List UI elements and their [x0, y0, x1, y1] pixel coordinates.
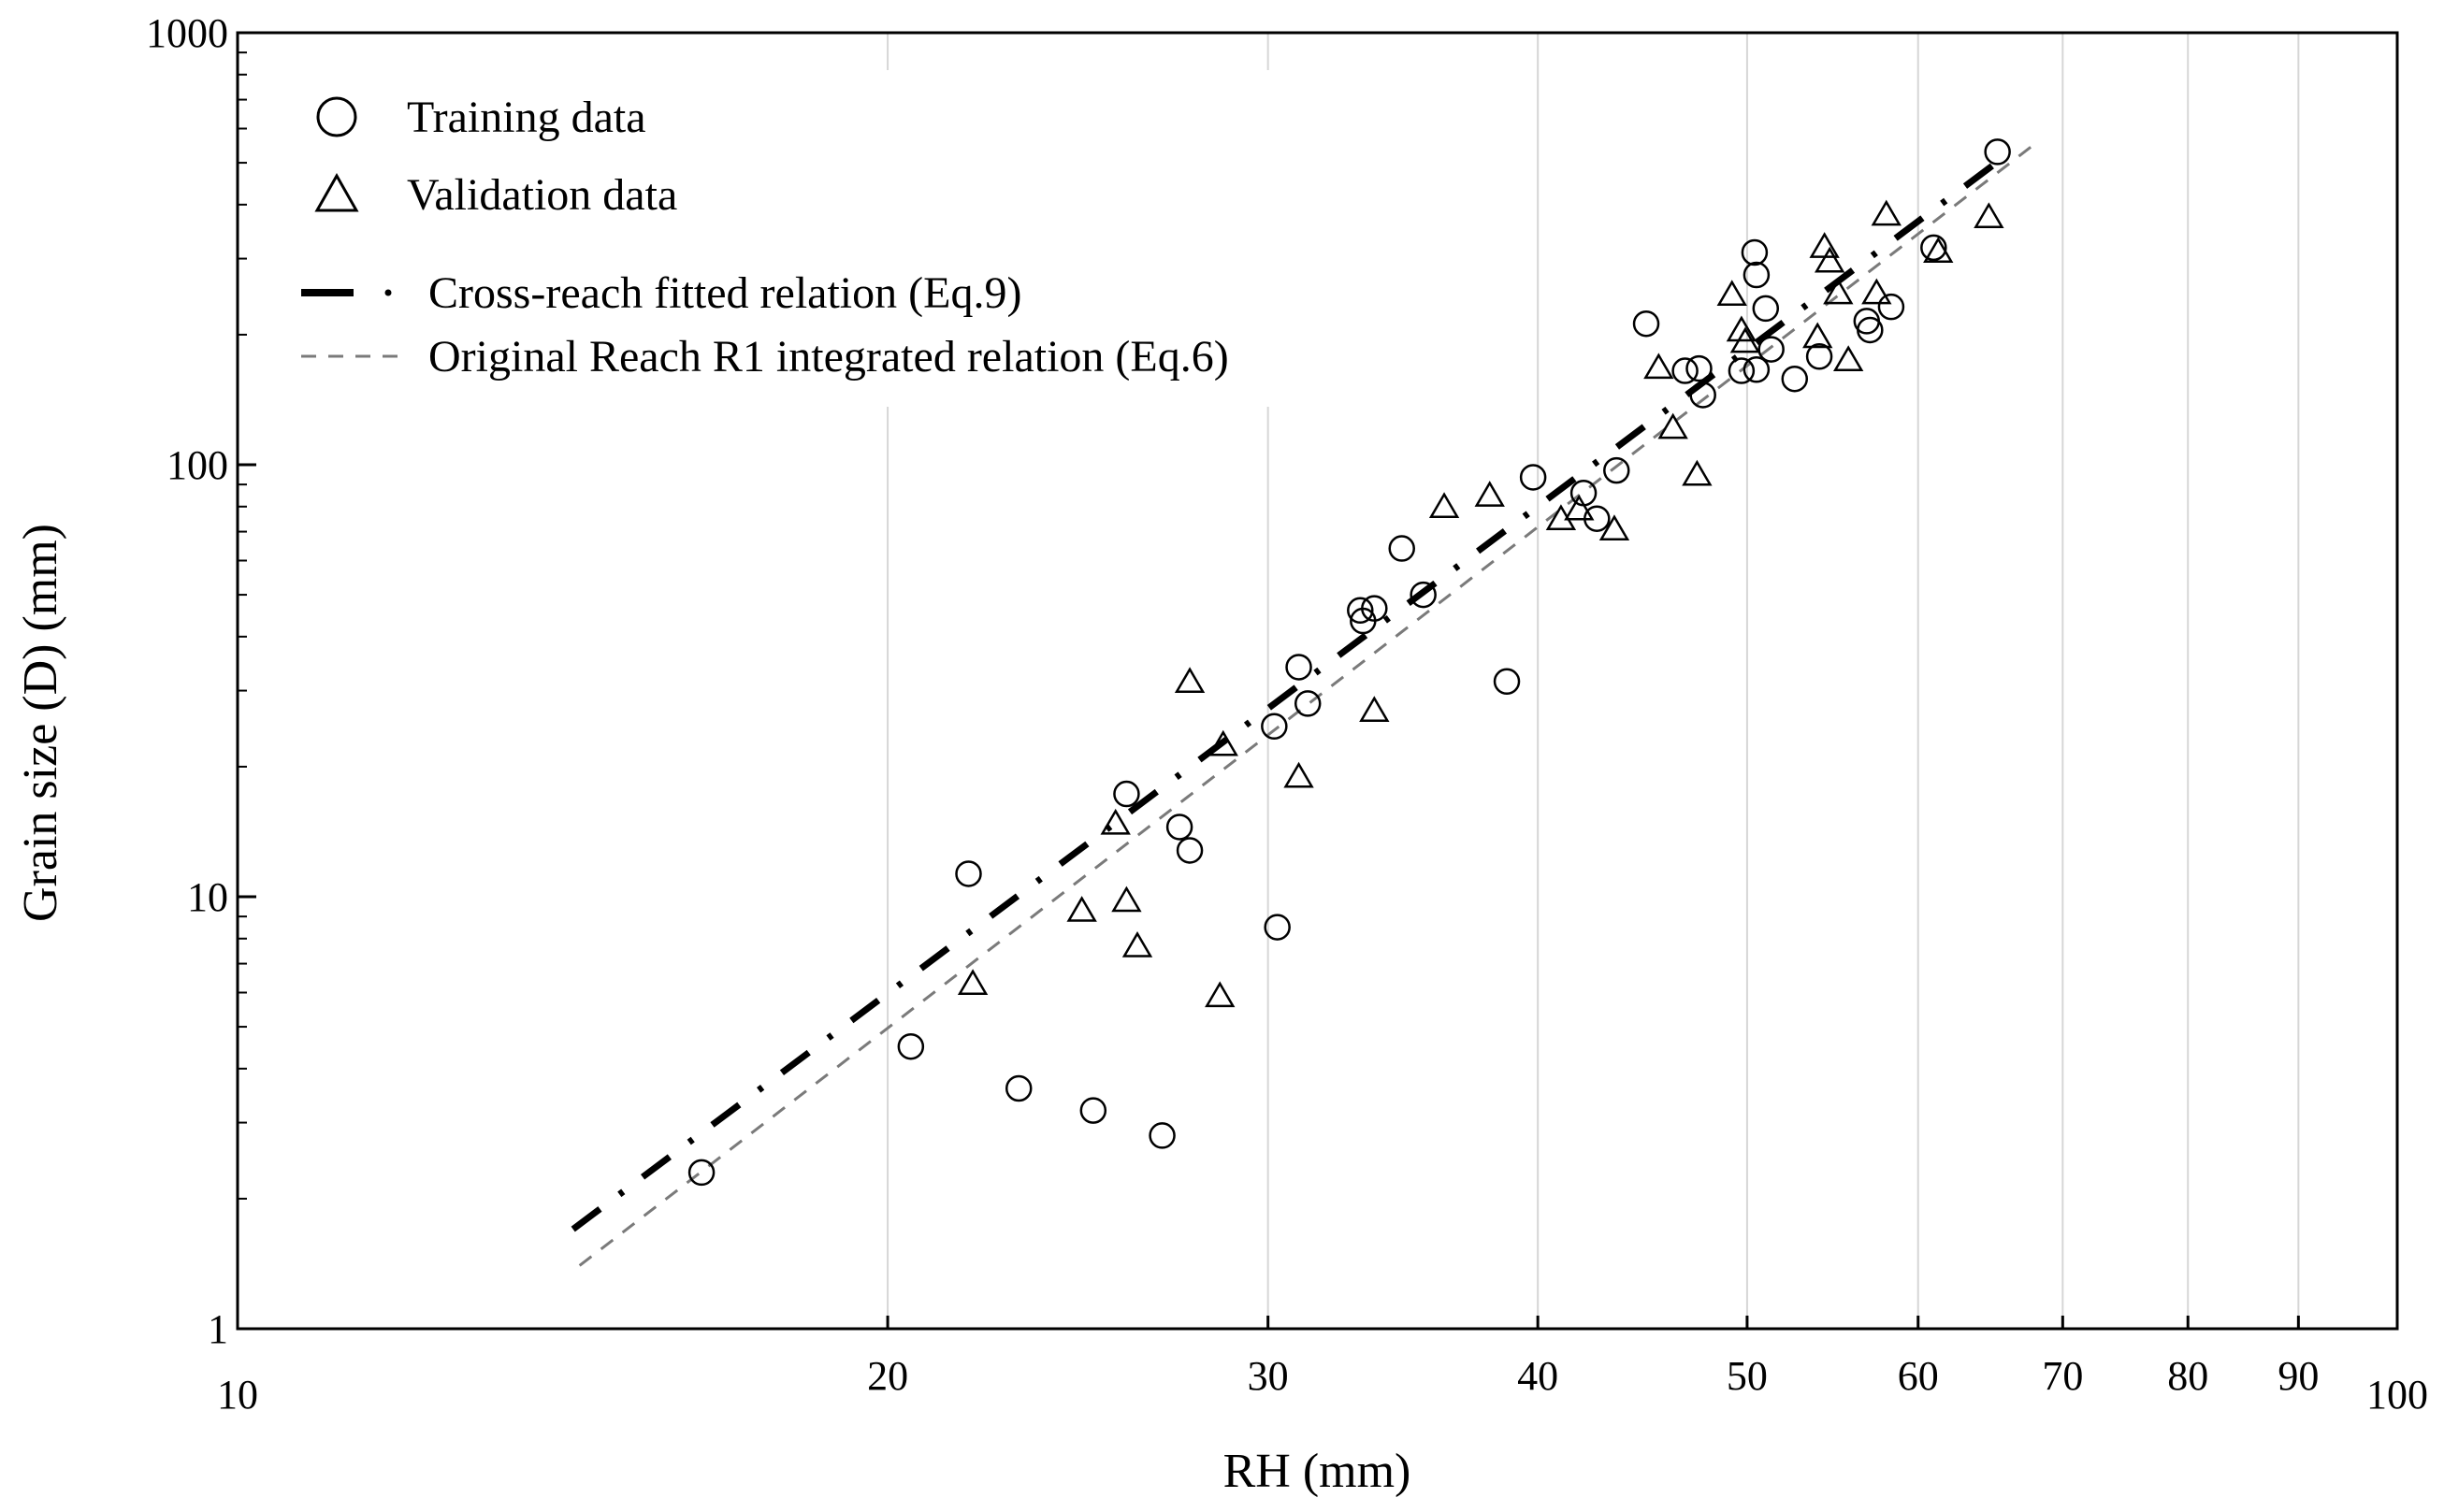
legend-label: Training data — [407, 93, 646, 142]
data-points — [687, 138, 2011, 1187]
training-point — [1743, 261, 1771, 289]
validation-point — [1598, 514, 1630, 540]
legend-label: Validation data — [407, 170, 677, 220]
training-point — [1361, 595, 1388, 622]
validation-point — [1815, 246, 1845, 273]
validation-point — [957, 969, 989, 995]
validation-point — [1729, 326, 1761, 353]
y-tick-label: 10 — [187, 874, 228, 920]
training-point — [1261, 713, 1288, 741]
x-tick-label: 20 — [867, 1353, 908, 1399]
validation-point — [1111, 886, 1142, 913]
validation-point — [1205, 981, 1236, 1008]
training-point — [1519, 464, 1547, 491]
x-tick-label: 60 — [1898, 1353, 1939, 1399]
training-point — [1285, 654, 1312, 681]
x-tick-label: 70 — [2042, 1353, 2083, 1399]
x-tick-label: 40 — [1517, 1353, 1558, 1399]
validation-point — [1657, 412, 1688, 439]
validation-point — [1643, 353, 1674, 380]
validation-point — [1174, 667, 1206, 694]
training-point — [1805, 343, 1833, 370]
validation-point — [1359, 696, 1390, 722]
training-point — [1079, 1097, 1107, 1124]
validation-point — [1974, 202, 2004, 229]
validation-point — [1121, 930, 1153, 958]
training-point — [1005, 1074, 1033, 1102]
training-point — [687, 1159, 716, 1187]
validation-point — [1923, 237, 1954, 263]
plot-frame — [236, 31, 2399, 1331]
training-point — [1671, 357, 1699, 384]
legend-circle-symbol — [316, 96, 357, 137]
validation-point — [1802, 322, 1833, 349]
legend: Training data Validation data Cross-reach … — [301, 93, 1229, 382]
training-point — [897, 1032, 925, 1060]
y-axis-title: Grain size (D) (mm) — [14, 524, 67, 922]
x-tick-label: 90 — [2278, 1353, 2319, 1399]
validation-point — [1283, 761, 1314, 788]
validation-point — [1428, 492, 1460, 519]
validation-point — [1564, 494, 1595, 521]
training-point — [1493, 668, 1521, 696]
training-point — [955, 860, 982, 887]
training-point — [1757, 336, 1785, 363]
validation-point — [1861, 278, 1892, 305]
validation-point — [1833, 345, 1864, 371]
legend-dot-symbol — [384, 289, 392, 296]
training-point — [1113, 780, 1140, 808]
x-tick-label: 100 — [2366, 1372, 2428, 1418]
training-point — [1347, 597, 1374, 625]
training-point — [1984, 138, 2011, 166]
training-point — [1743, 356, 1771, 383]
training-point — [1728, 357, 1756, 384]
relation-lines — [571, 145, 2032, 1267]
training-point — [1603, 456, 1630, 484]
axes: 1 10 100 1000 10 20 30 40 50 60 70 80 90 100 — [146, 10, 2428, 1418]
training-point — [1877, 293, 1905, 321]
validation-point — [1871, 199, 1902, 226]
validation-point — [1100, 808, 1131, 835]
y-tick-label: 1000 — [146, 10, 228, 56]
training-point — [1920, 234, 1947, 262]
training-point — [1781, 365, 1809, 393]
cross-reach-fit-line — [571, 152, 2008, 1232]
validation-point — [1474, 481, 1505, 507]
x-tick-label: 80 — [2167, 1353, 2208, 1399]
training-point — [1388, 535, 1415, 562]
training-point — [1752, 295, 1780, 323]
training-point — [1741, 238, 1769, 266]
validation-point — [1726, 315, 1757, 342]
x-tick-label: 50 — [1727, 1353, 1768, 1399]
legend-background — [281, 70, 1403, 407]
x-axis-title: RH (mm) — [1223, 1445, 1411, 1498]
legend-label: Original Reach R1 integrated relation (E… — [428, 332, 1229, 382]
y-tick-label: 1 — [208, 1306, 228, 1352]
training-point — [1632, 310, 1660, 338]
validation-point — [1823, 278, 1854, 305]
training-point — [1685, 354, 1713, 382]
training-point — [1176, 837, 1204, 864]
legend-triangle-symbol — [314, 172, 359, 212]
training-point — [1410, 581, 1437, 609]
original-r1-relation-line — [578, 145, 2032, 1267]
training-point — [1165, 814, 1193, 841]
legend-label: Cross-reach fitted relation (Eq.9) — [428, 268, 1021, 318]
validation-point — [1208, 729, 1238, 756]
validation-point — [1682, 459, 1713, 486]
training-point — [1149, 1122, 1176, 1149]
validation-point — [1066, 896, 1097, 922]
training-point — [1857, 316, 1884, 344]
validation-point — [1716, 280, 1747, 307]
x-tick-label: 10 — [217, 1372, 258, 1418]
validation-point — [1809, 232, 1840, 258]
training-point — [1264, 914, 1291, 941]
y-tick-label: 100 — [166, 442, 228, 488]
training-point — [1689, 382, 1716, 409]
x-tick-label: 30 — [1248, 1353, 1289, 1399]
training-point — [1294, 690, 1322, 717]
legend-backdrop — [281, 70, 1403, 407]
